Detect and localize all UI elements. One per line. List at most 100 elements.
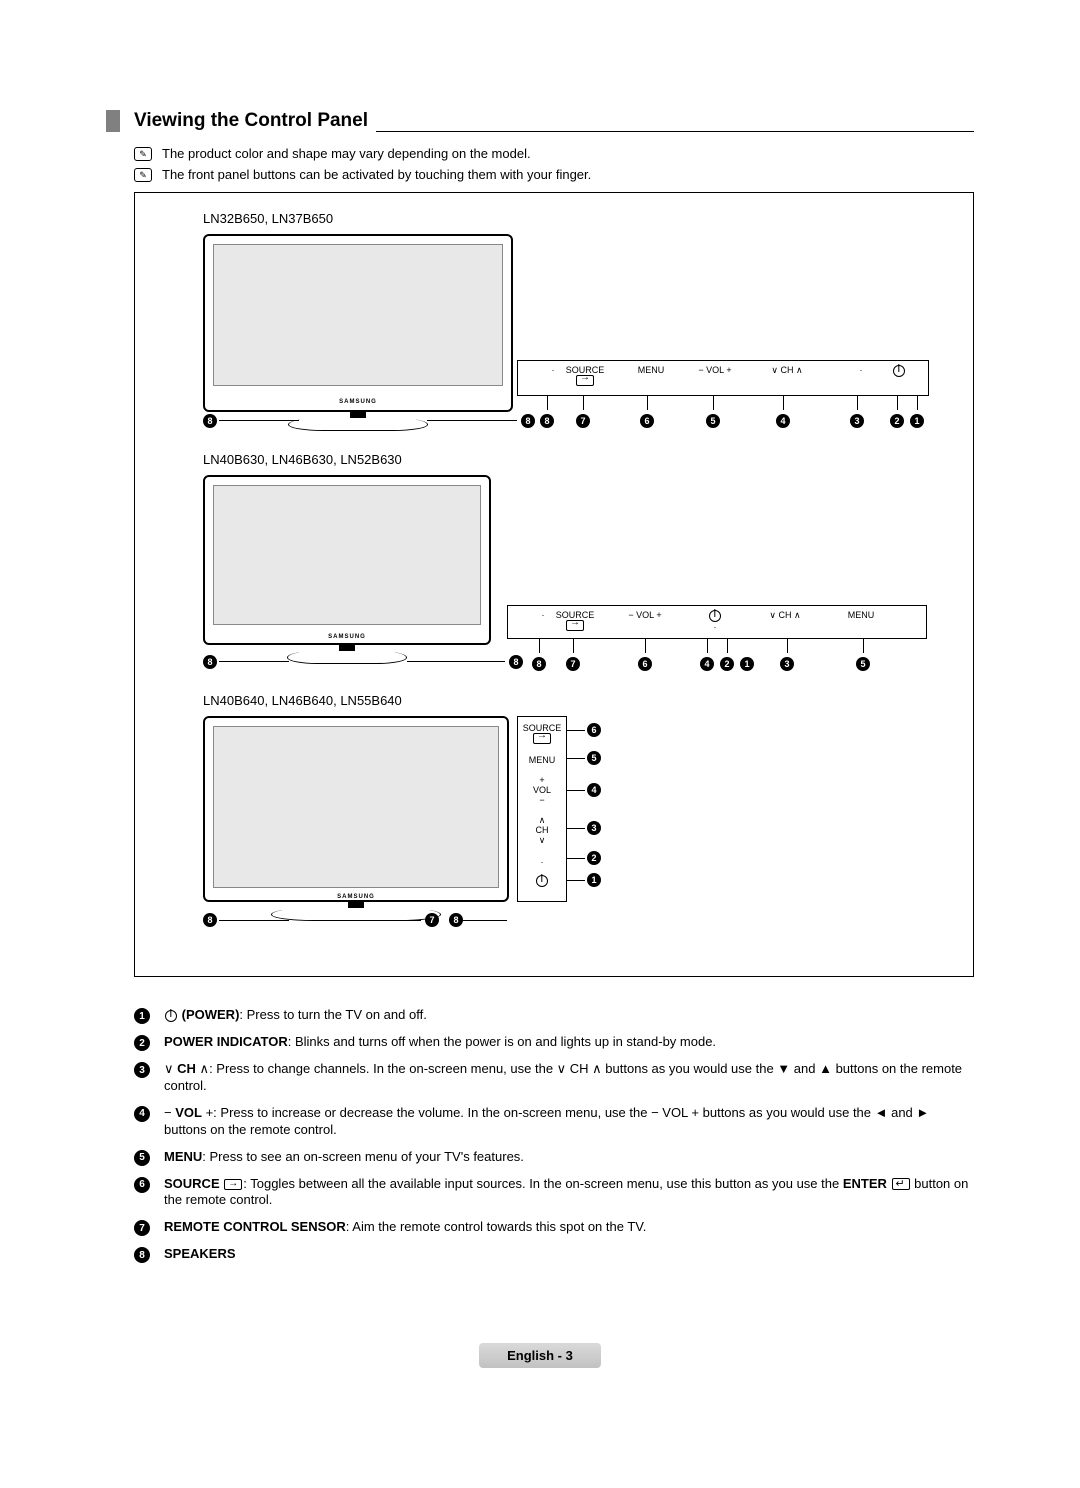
callout-8: 8 [203,655,217,669]
callout-5: 5 [706,414,720,428]
callout-4: 4 [776,414,790,428]
desc-text: SOURCE : Toggles between all the availab… [164,1176,974,1210]
line [567,858,585,859]
callout-6: 6 [640,414,654,428]
panel-vol: +VOL− [522,775,562,805]
model-label-b: LN40B630, LN46B630, LN52B630 [203,452,961,467]
desc-text: (POWER): Press to turn the TV on and off… [164,1007,427,1024]
tv-brand: SAMSUNG [328,634,366,640]
desc-post: + [202,1105,213,1120]
tv-screen [213,485,481,625]
panel-led-dot: · [522,857,562,867]
note-icon: ✎ [134,147,152,161]
title-rule [376,131,974,132]
tv-frame: SAMSUNG [203,475,491,645]
note-icon: ✎ [134,168,152,182]
callout-5: 5 [856,657,870,671]
callout-3: 3 [780,657,794,671]
desc-text: MENU: Press to see an on-screen menu of … [164,1149,524,1166]
bullet-8: 8 [134,1247,150,1263]
tick [539,639,540,653]
tv-diagram-b: SAMSUNG · SOURCE − VOL + · ∨ CH ∧ MENU 8… [147,475,961,675]
tick [857,396,858,410]
bullet-6: 6 [134,1177,150,1193]
tv-stand-base [287,651,407,663]
callout-7: 7 [425,913,439,927]
callout-1: 1 [910,414,924,428]
tick [727,639,728,653]
tick [547,396,548,410]
note-text: The front panel buttons can be activated… [162,167,591,182]
panel-power-icon [522,875,562,887]
desc-text: − VOL +: Press to increase or decrease t… [164,1105,974,1139]
tv-diagram-c: SAMSUNG SOURCE MENU +VOL− ∧CH∨ · 6 5 4 [147,716,961,946]
bullet-4: 4 [134,1106,150,1122]
desc-body: : Press to increase or decrease the volu… [164,1105,929,1137]
tick [863,639,864,653]
tick [647,396,648,410]
desc-post: ∧ [196,1061,209,1076]
panel-menu: MENU [622,365,680,375]
tv-screen [213,244,503,386]
panel-menu: MENU [522,755,562,765]
desc-bold: VOL [175,1105,202,1120]
tick [713,396,714,410]
callout-8: 8 [203,414,217,428]
footer-page: 3 [566,1348,573,1363]
callout-3: 3 [587,821,601,835]
line [407,661,505,662]
model-label-c: LN40B640, LN46B640, LN55B640 [203,693,961,708]
tick [573,639,574,653]
line [567,790,585,791]
tick [583,396,584,410]
desc-row-2: 2 POWER INDICATOR: Blinks and turns off … [134,1034,974,1051]
callout-1: 1 [587,873,601,887]
desc-pre: − [164,1105,175,1120]
tv-stand-base [271,908,441,920]
callout-8: 8 [509,655,523,669]
desc-body: : Aim the remote control towards this sp… [346,1219,647,1234]
desc-bold: REMOTE CONTROL SENSOR [164,1219,346,1234]
tick [783,396,784,410]
desc-body: : Press to turn the TV on and off. [239,1007,426,1022]
desc-bold: SOURCE [164,1176,220,1191]
callout-6: 6 [638,657,652,671]
callout-7: 7 [566,657,580,671]
tick [897,396,898,410]
bullet-3: 3 [134,1062,150,1078]
line [219,920,289,921]
desc-text: SPEAKERS [164,1246,236,1263]
desc-row-7: 7 REMOTE CONTROL SENSOR: Aim the remote … [134,1219,974,1236]
panel-box-c: SOURCE MENU +VOL− ∧CH∨ · [517,716,567,902]
callout-6: 6 [587,723,601,737]
callout-4: 4 [587,783,601,797]
desc-bold: CH [177,1061,196,1076]
tv-stand-base [288,418,428,430]
callout-7: 7 [576,414,590,428]
desc-row-1: 1 (POWER): Press to turn the TV on and o… [134,1007,974,1024]
title-bar-icon [106,110,120,132]
section-title: Viewing the Control Panel [134,110,368,132]
callout-1: 1 [740,657,754,671]
panel-ch: ∨ CH ∧ [758,365,816,375]
desc-row-5: 5 MENU: Press to see an on-screen menu o… [134,1149,974,1166]
note-line: ✎ The product color and shape may vary d… [134,146,974,161]
desc-text: POWER INDICATOR: Blinks and turns off wh… [164,1034,716,1051]
callout-2: 2 [890,414,904,428]
tv-screen [213,726,499,888]
tv-brand: SAMSUNG [339,399,377,405]
panel-power-icon [870,365,928,377]
footer-pill: English - 3 [479,1343,601,1368]
model-label-a: LN32B650, LN37B650 [203,211,961,226]
line [567,880,585,881]
callout-3: 3 [850,414,864,428]
panel-vol: − VOL + [616,610,674,620]
panel-box-b: · SOURCE − VOL + · ∨ CH ∧ MENU [507,605,927,639]
note-text: The product color and shape may vary dep… [162,146,531,161]
panel-source: SOURCE [556,365,614,386]
bullet-7: 7 [134,1220,150,1236]
page: Viewing the Control Panel ✎ The product … [0,0,1080,1408]
source-icon [224,1179,242,1190]
tv-frame: SAMSUNG [203,716,509,902]
bullet-5: 5 [134,1150,150,1166]
